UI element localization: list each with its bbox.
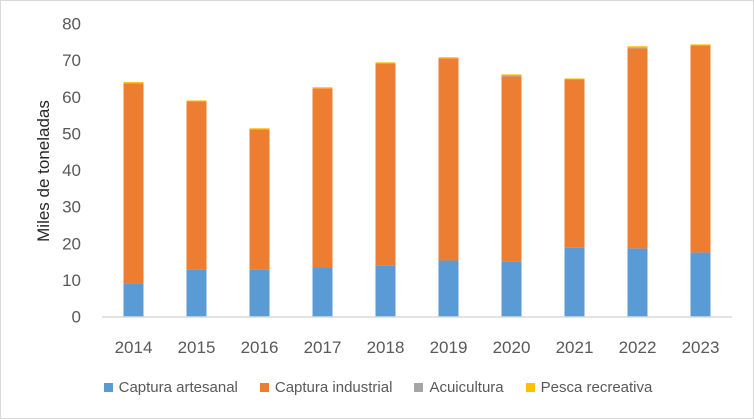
bar-segment-captura-artesanal-2023 <box>690 252 711 317</box>
bar-segment-captura-artesanal-2016 <box>249 269 270 317</box>
legend-item: Pesca recreativa <box>525 379 653 396</box>
bar-segment-acuicultura-2022 <box>627 47 648 49</box>
bar-segment-captura-industrial-2019 <box>438 58 459 261</box>
y-tick-label: 80 <box>62 15 81 34</box>
y-tick-label: 40 <box>62 161 81 180</box>
bar-segment-pesca-recreativa-2014 <box>123 82 144 84</box>
bar-segment-pesca-recreativa-2021 <box>564 78 585 80</box>
y-axis-title: Miles de toneladas <box>34 100 53 242</box>
bar-segment-captura-artesanal-2020 <box>501 261 522 317</box>
x-tick-label: 2022 <box>619 338 657 357</box>
bar-segment-captura-artesanal-2017 <box>312 267 333 317</box>
legend-item: Acuicultura <box>414 379 504 396</box>
bar-segment-pesca-recreativa-2015 <box>186 100 207 102</box>
y-tick-label: 60 <box>62 88 81 107</box>
legend: Captura artesanal Captura industrial Acuic… <box>1 379 753 396</box>
bar-segment-captura-industrial-2023 <box>690 45 711 253</box>
bar-segment-captura-artesanal-2018 <box>375 265 396 317</box>
x-tick-label: 2014 <box>115 338 153 357</box>
bar-segment-captura-artesanal-2015 <box>186 269 207 317</box>
x-tick-label: 2017 <box>304 338 342 357</box>
x-tick-label: 2018 <box>367 338 405 357</box>
legend-label: Captura artesanal <box>118 379 238 396</box>
bar-segment-captura-industrial-2015 <box>186 101 207 270</box>
legend-label: Pesca recreativa <box>540 379 653 396</box>
bar-segment-captura-industrial-2016 <box>249 129 270 270</box>
bar-segment-pesca-recreativa-2016 <box>249 128 270 130</box>
legend-swatch <box>259 383 269 392</box>
bar-segment-pesca-recreativa-2017 <box>312 87 333 89</box>
bar-segment-captura-industrial-2020 <box>501 76 522 262</box>
bar-segment-captura-industrial-2017 <box>312 88 333 268</box>
x-tick-label: 2021 <box>556 338 594 357</box>
legend-item: Captura artesanal <box>103 379 238 396</box>
bar-segment-captura-industrial-2022 <box>627 48 648 249</box>
bar-segment-captura-artesanal-2019 <box>438 260 459 317</box>
bar-segment-acuicultura-2020 <box>501 75 522 77</box>
legend-swatch <box>525 383 535 392</box>
bar-segment-captura-artesanal-2021 <box>564 247 585 317</box>
legend-swatch <box>103 383 113 392</box>
x-tick-label: 2020 <box>493 338 531 357</box>
legend-label: Acuicultura <box>429 379 504 396</box>
y-tick-label: 0 <box>72 308 81 327</box>
y-tick-label: 10 <box>62 271 81 290</box>
bar-segment-pesca-recreativa-2018 <box>375 62 396 64</box>
bar-segment-pesca-recreativa-2023 <box>690 44 711 46</box>
y-tick-label: 30 <box>62 198 81 217</box>
legend-item: Captura industrial <box>259 379 393 396</box>
bar-segment-captura-industrial-2021 <box>564 79 585 248</box>
bar-segment-captura-artesanal-2014 <box>123 283 144 317</box>
bar-segment-pesca-recreativa-2020 <box>501 74 522 76</box>
y-tick-label: 50 <box>62 124 81 143</box>
y-tick-label: 20 <box>62 234 81 253</box>
legend-swatch <box>414 383 424 392</box>
legend-label: Captura industrial <box>274 379 393 396</box>
x-tick-label: 2015 <box>178 338 216 357</box>
x-tick-label: 2019 <box>430 338 468 357</box>
bar-segment-pesca-recreativa-2019 <box>438 57 459 59</box>
y-tick-label: 70 <box>62 51 81 70</box>
bar-segment-pesca-recreativa-2022 <box>627 46 648 48</box>
bar-segment-captura-industrial-2018 <box>375 63 396 266</box>
x-tick-label: 2023 <box>682 338 720 357</box>
bar-segment-captura-artesanal-2022 <box>627 248 648 317</box>
bar-segment-captura-industrial-2014 <box>123 83 144 284</box>
x-tick-label: 2016 <box>241 338 279 357</box>
